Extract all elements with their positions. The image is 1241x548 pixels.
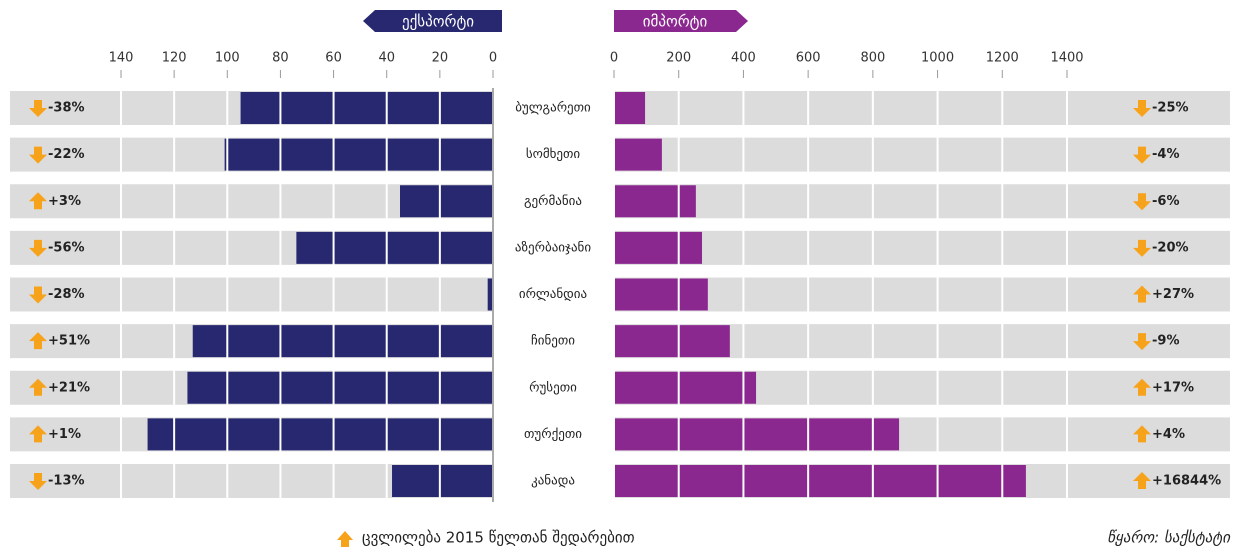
change-label: +17% (1152, 380, 1194, 395)
change-arrow (1133, 239, 1151, 257)
change-arrow (1133, 425, 1151, 443)
row-band (614, 137, 1230, 172)
category-label: კანადა (531, 474, 575, 489)
category-label: თურქეთი (524, 427, 582, 442)
change-label: -6% (1152, 194, 1179, 209)
category-label: ჩინეთი (531, 334, 575, 349)
bar (614, 138, 662, 171)
x-tick-label: 800 (860, 51, 885, 66)
row-band (614, 277, 1230, 312)
change-arrow (1133, 146, 1151, 164)
category-label: ბულგარეთი (515, 101, 591, 116)
change-label: +1% (48, 427, 81, 442)
export-tag (363, 10, 502, 32)
change-arrow (1133, 333, 1151, 351)
change-arrow (29, 146, 47, 164)
bar (147, 418, 494, 451)
bar (392, 465, 493, 497)
change-arrow (1133, 193, 1151, 211)
change-arrow (29, 100, 47, 117)
x-tick-label: 600 (796, 51, 821, 66)
bar (614, 231, 703, 264)
plot: 140 120 100 80 60 40 20 0 0 200 400 600 800 1000 1200 1… (10, 51, 1230, 502)
bar (614, 418, 900, 451)
change-arrow (29, 239, 47, 257)
category-label: გერმანია (524, 194, 582, 209)
legend-arrow (337, 531, 353, 547)
import-tag (614, 10, 748, 32)
bar (187, 371, 493, 404)
x-tick-label: 0 (610, 51, 618, 66)
bar (614, 371, 757, 404)
change-label: -4% (1152, 147, 1179, 162)
bar (614, 92, 646, 124)
bar (400, 185, 493, 218)
change-label: -13% (48, 474, 85, 489)
x-tick-label: 80 (272, 51, 289, 66)
bar (224, 138, 493, 171)
change-label: +51% (48, 334, 90, 349)
change-arrow (29, 473, 47, 490)
change-label: +3% (48, 194, 81, 209)
bar (296, 231, 493, 264)
change-arrow (29, 425, 47, 443)
category-label: რუსეთი (529, 380, 577, 395)
bar (614, 278, 708, 311)
category-label: ირლანდია (519, 287, 587, 302)
category-label: სომხეთი (526, 147, 581, 162)
bar (614, 325, 730, 358)
change-arrow (1133, 100, 1151, 117)
change-arrow (1133, 285, 1151, 303)
x-tick-label: 60 (325, 51, 342, 66)
x-tick-label: 0 (489, 51, 497, 66)
change-label: -20% (1152, 240, 1189, 255)
bar (192, 325, 493, 358)
bar (614, 185, 696, 218)
x-tick-label: 1200 (986, 51, 1019, 66)
bar (487, 278, 493, 311)
x-tick-label: 200 (666, 51, 691, 66)
row-band (10, 277, 493, 312)
bar (614, 465, 1026, 497)
row-band (614, 230, 1230, 265)
x-tick-label: 400 (731, 51, 756, 66)
source: წყარო: საქსტატი (1107, 529, 1231, 547)
x-tick-label: 100 (215, 51, 240, 66)
change-label: -25% (1152, 101, 1189, 116)
x-tick-label: 140 (109, 51, 134, 66)
change-arrow (29, 332, 47, 350)
x-tick-label: 1000 (921, 51, 954, 66)
change-label: +27% (1152, 287, 1194, 302)
x-tick-label: 1400 (1050, 51, 1083, 66)
change-arrow (1133, 472, 1151, 489)
import-title: იმპორტი (643, 13, 708, 31)
change-arrow (29, 192, 47, 210)
change-label: -56% (48, 240, 85, 255)
export-title: ექსპორტი (402, 13, 474, 31)
row-band (614, 184, 1230, 219)
change-label: -22% (48, 147, 85, 162)
change-label: +4% (1152, 427, 1185, 442)
change-label: -28% (48, 287, 85, 302)
change-label: -9% (1152, 334, 1179, 349)
change-arrow (1133, 378, 1151, 396)
bar (240, 92, 493, 124)
x-tick-label: 20 (432, 51, 449, 66)
change-arrow (29, 286, 47, 304)
x-tick-label: 40 (378, 51, 395, 66)
x-tick-label: 120 (162, 51, 187, 66)
row-band (614, 91, 1230, 125)
category-label: აზერბაიჯანი (515, 240, 591, 255)
change-label: +16844% (1152, 474, 1221, 489)
change-label: +21% (48, 380, 90, 395)
change-label: -38% (48, 101, 85, 116)
legend-note: ცვლილება 2015 წელთან შედარებით (362, 529, 635, 547)
change-arrow (29, 378, 47, 396)
